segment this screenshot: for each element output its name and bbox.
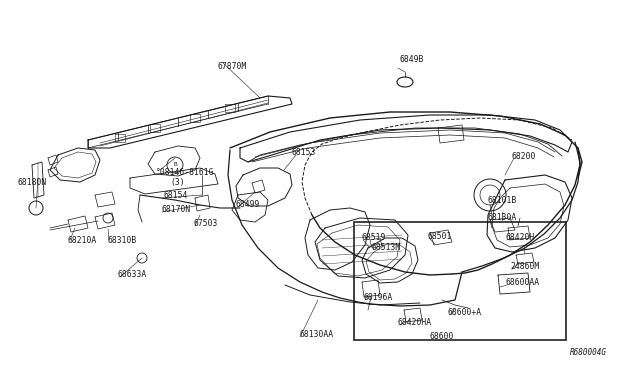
Text: 68196A: 68196A — [363, 293, 392, 302]
Text: 68130A: 68130A — [488, 213, 517, 222]
Text: °08146-8161G: °08146-8161G — [156, 168, 214, 177]
Text: 68501: 68501 — [427, 232, 451, 241]
Text: 67870M: 67870M — [218, 62, 247, 71]
Text: 68170N: 68170N — [162, 205, 191, 214]
Text: 68600AA: 68600AA — [505, 278, 539, 287]
Text: (3): (3) — [170, 178, 184, 187]
Text: 68499: 68499 — [236, 200, 260, 209]
Text: 68310B: 68310B — [107, 236, 136, 245]
Text: 68600: 68600 — [430, 332, 454, 341]
Text: 68519: 68519 — [361, 233, 385, 242]
Text: 68420H: 68420H — [505, 233, 534, 242]
Text: 68210A: 68210A — [68, 236, 97, 245]
Text: 24860M: 24860M — [510, 262, 540, 271]
Text: 68420HA: 68420HA — [398, 318, 432, 327]
Text: B: B — [173, 163, 177, 167]
Text: 68200: 68200 — [512, 152, 536, 161]
Text: R680004G: R680004G — [570, 348, 607, 357]
Text: 68154: 68154 — [164, 191, 188, 200]
Text: 68633A: 68633A — [118, 270, 147, 279]
Text: 68180N: 68180N — [18, 178, 47, 187]
Text: 68130AA: 68130AA — [300, 330, 334, 339]
Text: 67503: 67503 — [193, 219, 218, 228]
Text: 68153: 68153 — [292, 148, 316, 157]
Text: 68101B: 68101B — [488, 196, 517, 205]
Text: 68513M: 68513M — [371, 243, 400, 252]
Text: 6849B: 6849B — [400, 55, 424, 64]
Text: 68600+A: 68600+A — [448, 308, 482, 317]
Bar — [354, 222, 566, 340]
